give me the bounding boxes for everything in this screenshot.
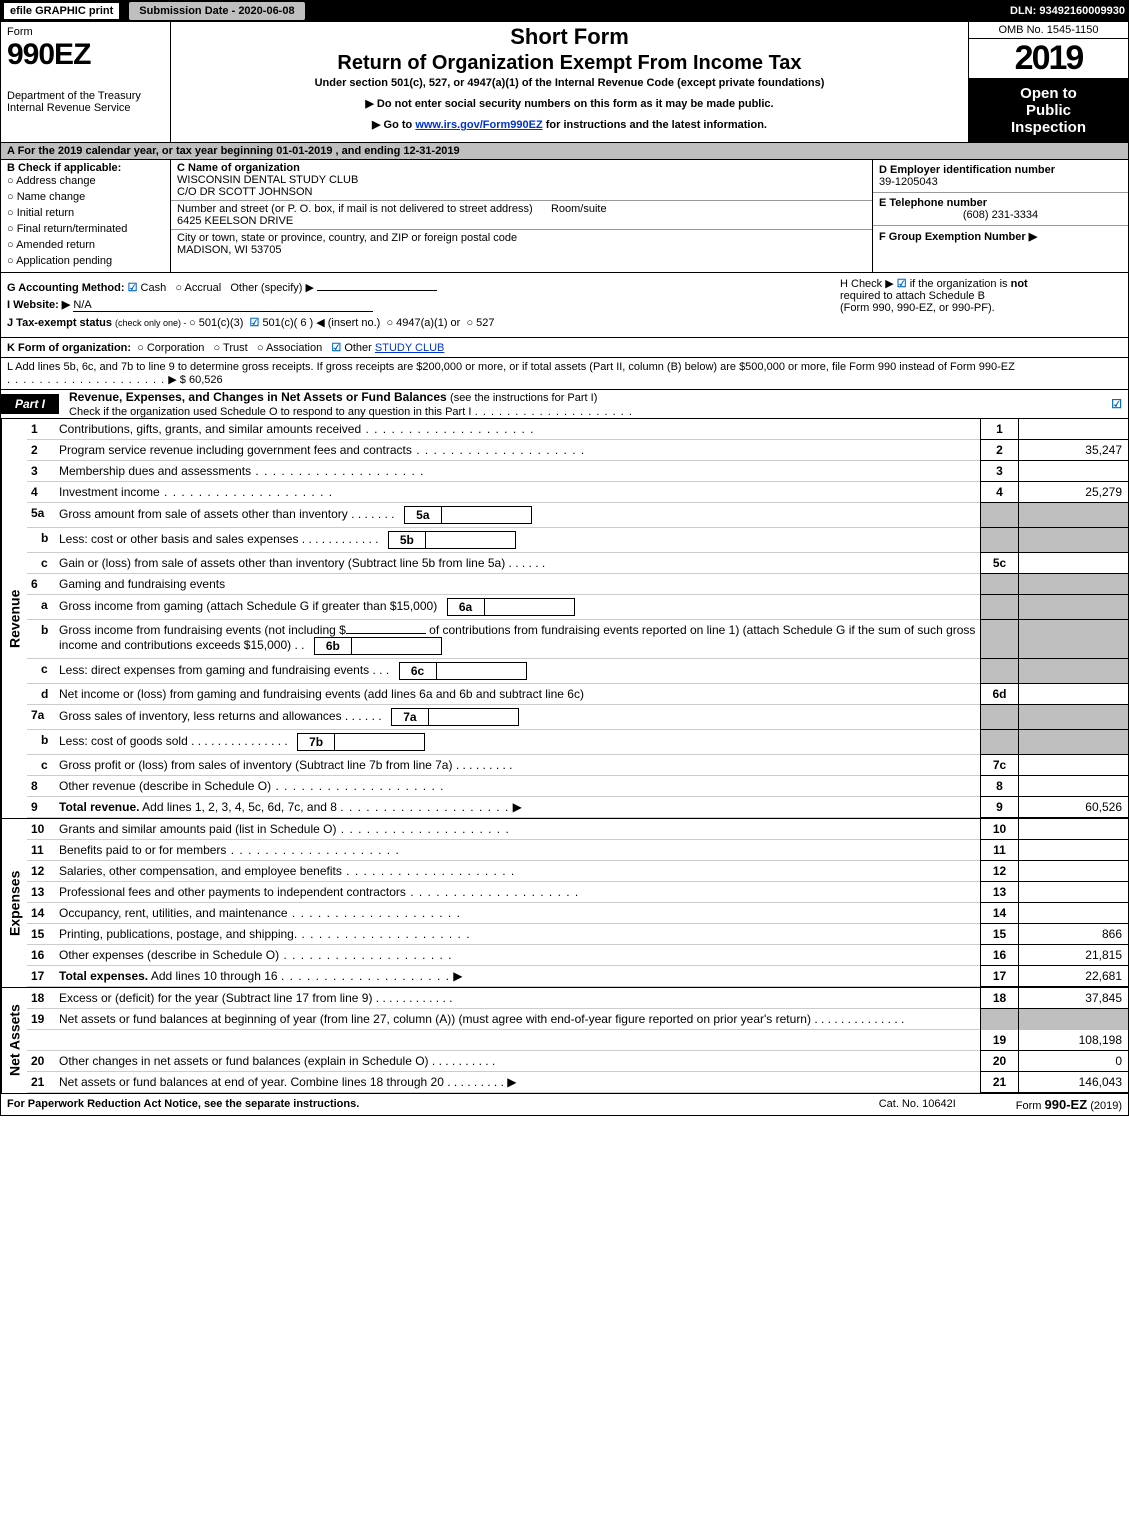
city: MADISON, WI 53705 <box>177 244 282 256</box>
k-other-value[interactable]: STUDY CLUB <box>375 342 444 354</box>
line-8-amt <box>1018 776 1128 797</box>
section-ghij: H Check ▶ ☑ if the organization is not r… <box>0 273 1129 338</box>
f-label: F Group Exemption Number ▶ <box>879 231 1037 243</box>
cat-no: Cat. No. 10642I <box>879 1098 956 1110</box>
section-h: H Check ▶ ☑ if the organization is not r… <box>840 277 1120 314</box>
sideband-revenue: Revenue <box>1 419 27 818</box>
street: 6425 KEELSON DRIVE <box>177 215 293 227</box>
part1-bar: Part I Revenue, Expenses, and Changes in… <box>0 390 1129 419</box>
k-other-check[interactable]: ☑ <box>331 342 341 354</box>
section-b: B Check if applicable: Address change Na… <box>1 160 171 272</box>
line-1-amt <box>1018 419 1128 440</box>
dept: Department of the Treasury <box>7 90 164 102</box>
line-2-amt: 35,247 <box>1018 440 1128 461</box>
form-ref: Form 990-EZ (2019) <box>1016 1097 1122 1112</box>
e-label: E Telephone number <box>879 197 987 209</box>
goto-note: ▶ Go to www.irs.gov/Form990EZ for instru… <box>177 118 962 131</box>
part1-table: Revenue 1Contributions, gifts, grants, a… <box>0 419 1129 1093</box>
line-9-amt: 60,526 <box>1018 797 1128 818</box>
section-def: D Employer identification number 39-1205… <box>873 160 1128 272</box>
addr-label: Number and street (or P. O. box, if mail… <box>177 203 533 215</box>
g-other-blank[interactable] <box>317 290 437 291</box>
line-13-amt <box>1018 882 1128 903</box>
sideband-expenses: Expenses <box>1 819 27 987</box>
header-right: OMB No. 1545-1150 2019 Open to Public In… <box>968 22 1128 142</box>
b-opt-pending[interactable]: Application pending <box>7 254 164 270</box>
irs: Internal Revenue Service <box>7 102 164 114</box>
care-of: C/O DR SCOTT JOHNSON <box>177 186 312 198</box>
room-label: Room/suite <box>551 203 607 215</box>
under-section: Under section 501(c), 527, or 4947(a)(1)… <box>177 77 962 89</box>
top-bar: efile GRAPHIC print Submission Date - 20… <box>0 0 1129 22</box>
b-opt-name[interactable]: Name change <box>7 190 164 206</box>
b-label: B Check if applicable: <box>7 162 164 174</box>
section-l: L Add lines 5b, 6c, and 7b to line 9 to … <box>0 358 1129 390</box>
telephone: (608) 231-3334 <box>879 209 1122 221</box>
sideband-netassets: Net Assets <box>1 988 27 1093</box>
goto-pre: ▶ Go to <box>372 119 415 131</box>
submission-date: Submission Date - 2020-06-08 <box>129 2 304 20</box>
section-a-taxyear: A For the 2019 calendar year, or tax yea… <box>0 143 1129 160</box>
j-501c-check[interactable]: ☑ <box>250 317 260 329</box>
efile-tag: efile GRAPHIC print <box>4 3 119 19</box>
b-opt-final[interactable]: Final return/terminated <box>7 222 164 238</box>
ssn-warning: ▶ Do not enter social security numbers o… <box>177 97 962 110</box>
part1-tag: Part I <box>1 394 59 414</box>
line-12-amt <box>1018 861 1128 882</box>
entity-block: B Check if applicable: Address change Na… <box>0 160 1129 273</box>
line-17-amt: 22,681 <box>1018 966 1128 987</box>
b-opt-address[interactable]: Address change <box>7 174 164 190</box>
form-number: 990EZ <box>7 38 164 72</box>
line-21-amt: 146,043 <box>1018 1072 1128 1093</box>
header-middle: Short Form Return of Organization Exempt… <box>171 22 968 142</box>
line-11-amt <box>1018 840 1128 861</box>
form-header: Form 990EZ Department of the Treasury In… <box>0 22 1129 143</box>
city-label: City or town, state or province, country… <box>177 232 517 244</box>
line-10-amt <box>1018 819 1128 840</box>
dln: DLN: 93492160009930 <box>1010 5 1125 17</box>
header-left: Form 990EZ Department of the Treasury In… <box>1 22 171 142</box>
b-opt-amended[interactable]: Amended return <box>7 238 164 254</box>
line-14-amt <box>1018 903 1128 924</box>
line-18-amt: 37,845 <box>1018 988 1128 1009</box>
return-title: Return of Organization Exempt From Incom… <box>177 52 962 75</box>
line-20-amt: 0 <box>1018 1051 1128 1072</box>
form-word: Form <box>7 26 164 38</box>
g-cash-check[interactable]: ☑ <box>128 282 138 294</box>
h-checkbox[interactable]: ☑ <box>897 278 907 290</box>
pra-notice: For Paperwork Reduction Act Notice, see … <box>7 1098 359 1110</box>
tax-year: 2019 <box>969 39 1128 78</box>
c-name-label: C Name of organization <box>177 162 300 174</box>
section-k: K Form of organization: ○ Corporation ○ … <box>0 338 1129 358</box>
part1-schedule-o-check[interactable]: ☑ <box>1111 397 1122 411</box>
l-amount: $ 60,526 <box>180 374 223 386</box>
line-4-amt: 25,279 <box>1018 482 1128 503</box>
d-label: D Employer identification number <box>879 164 1055 176</box>
page-footer: For Paperwork Reduction Act Notice, see … <box>0 1093 1129 1116</box>
goto-post: for instructions and the latest informat… <box>546 119 767 131</box>
org-name: WISCONSIN DENTAL STUDY CLUB <box>177 174 358 186</box>
line-16-amt: 21,815 <box>1018 945 1128 966</box>
ein: 39-1205043 <box>879 176 938 188</box>
irs-link[interactable]: www.irs.gov/Form990EZ <box>415 119 542 131</box>
website: N/A <box>73 299 373 312</box>
line-15-amt: 866 <box>1018 924 1128 945</box>
line-7c-amt <box>1018 755 1128 776</box>
short-form-title: Short Form <box>177 24 962 50</box>
open-to-public: Open to Public Inspection <box>969 78 1128 142</box>
b-opt-initial[interactable]: Initial return <box>7 206 164 222</box>
omb-number: OMB No. 1545-1150 <box>969 22 1128 39</box>
line-19-amt: 108,198 <box>1018 1030 1128 1051</box>
line-5c-amt <box>1018 553 1128 574</box>
line-3-amt <box>1018 461 1128 482</box>
section-j: J Tax-exempt status (check only one) - ○… <box>7 316 1122 329</box>
line-6d-amt <box>1018 684 1128 705</box>
section-c: C Name of organization WISCONSIN DENTAL … <box>171 160 873 272</box>
